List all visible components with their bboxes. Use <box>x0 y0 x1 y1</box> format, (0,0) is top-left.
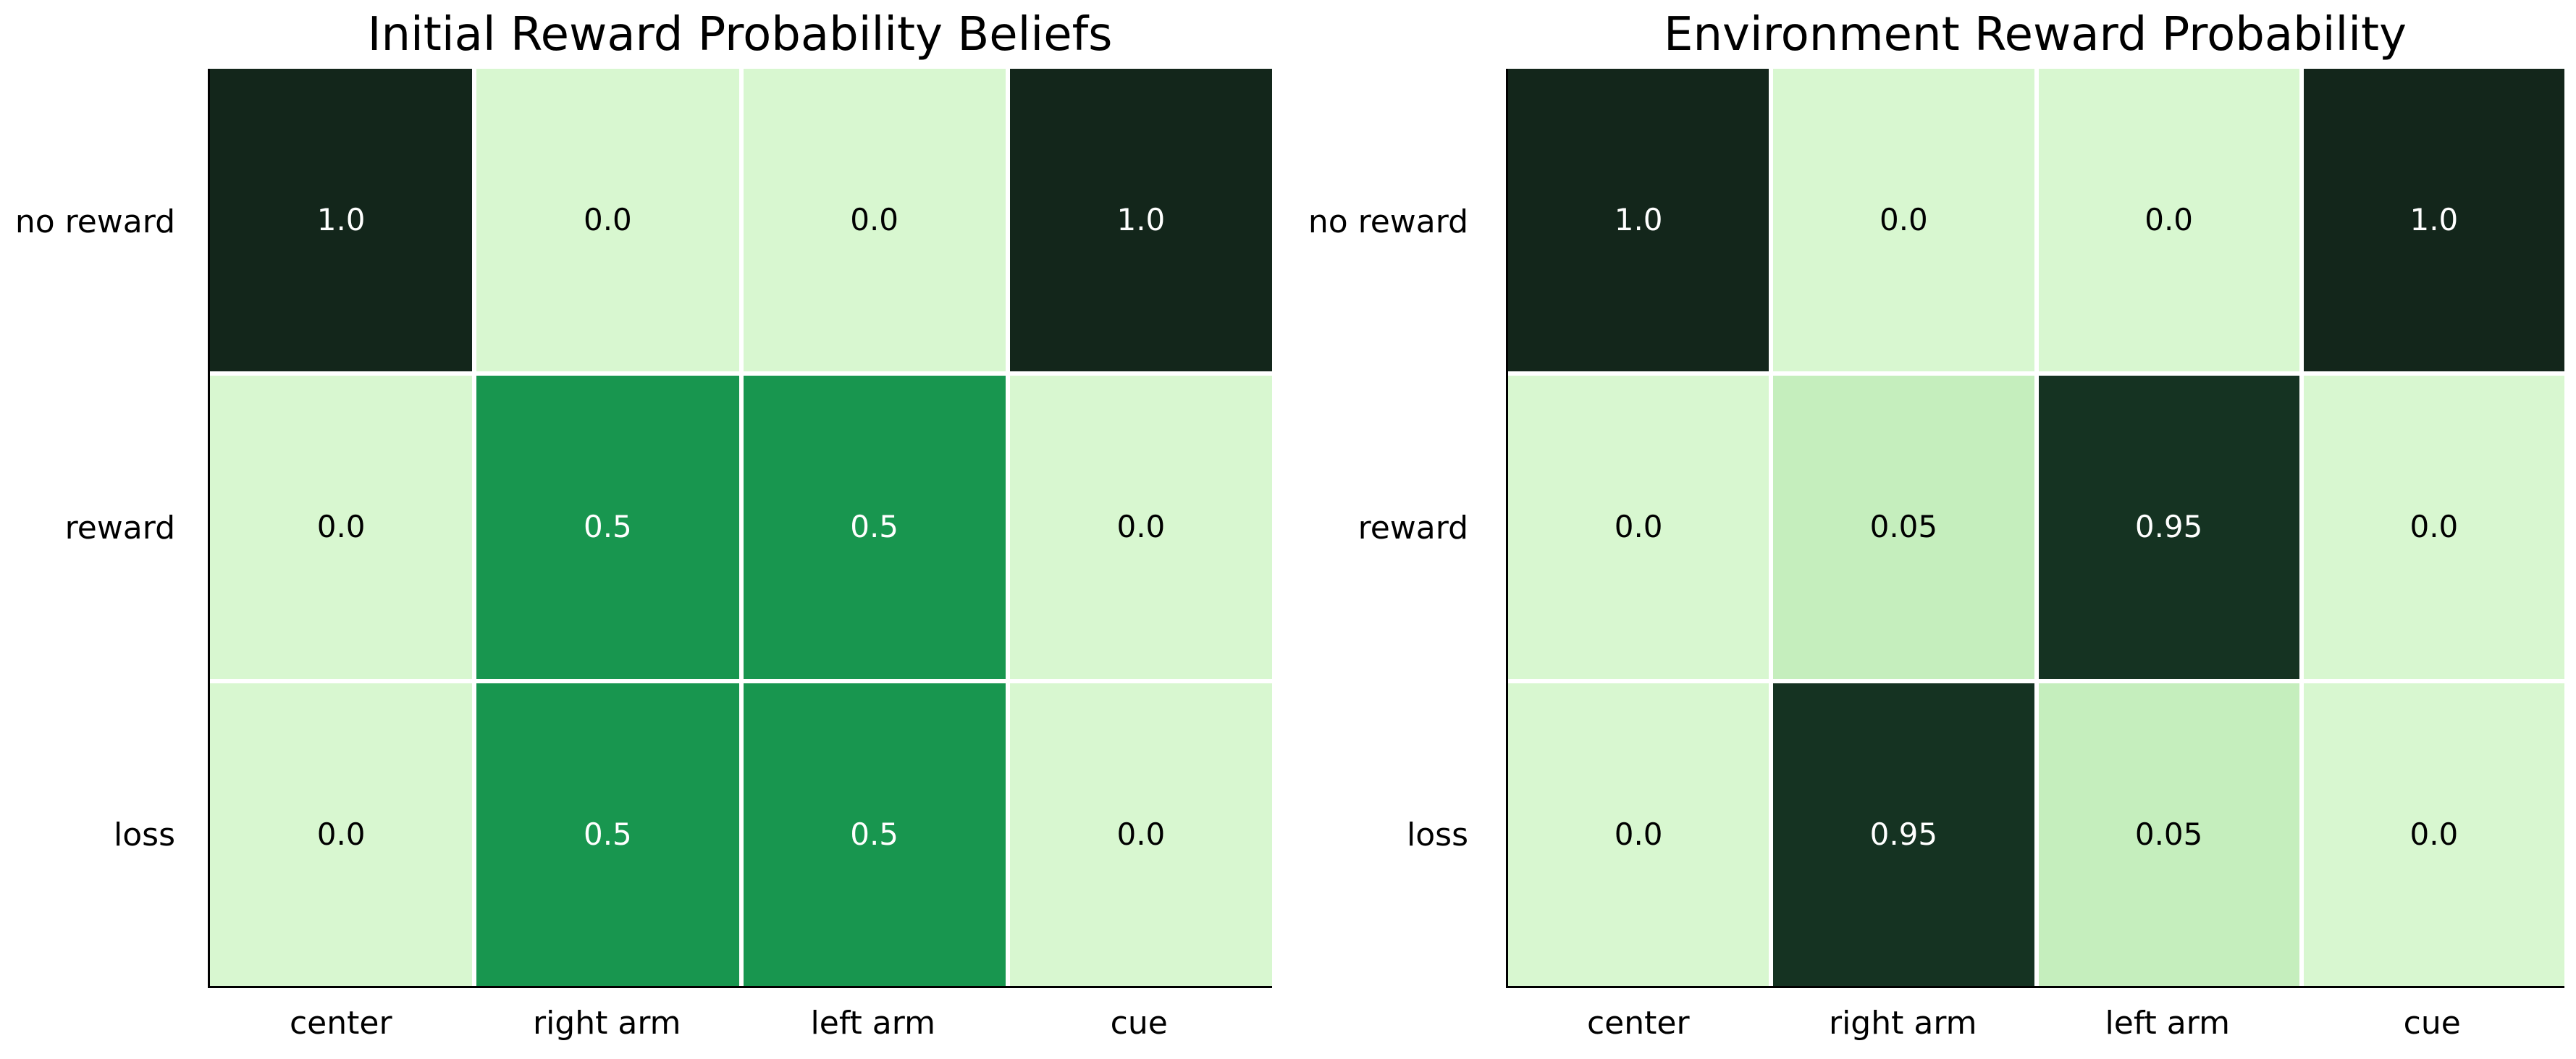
cell-value: 0.0 <box>1614 816 1663 852</box>
heatmap-cell: 0.5 <box>743 683 1006 986</box>
y-tick-label: no reward <box>1308 203 1468 241</box>
cell-value: 0.5 <box>583 509 632 545</box>
y-tick-label: no reward <box>14 203 175 241</box>
cell-value: 1.0 <box>2409 202 2459 238</box>
heatmap-cell: 1.0 <box>210 69 473 372</box>
heatmap-cell: 0.0 <box>2303 376 2564 679</box>
cell-value: 0.0 <box>850 202 899 238</box>
cell-value: 0.5 <box>583 816 632 852</box>
heatmap-cell: 0.95 <box>2038 376 2299 679</box>
heatmap-cell: 0.05 <box>2038 683 2299 986</box>
y-tick-label: loss <box>1407 816 1468 853</box>
heatmap-cell: 0.0 <box>743 69 1006 372</box>
heatmap-cell: 0.0 <box>476 69 739 372</box>
cell-value: 0.0 <box>583 202 632 238</box>
panel-title-right: Environment Reward Probability <box>1664 7 2407 62</box>
heatmap-cell: 0.5 <box>743 376 1006 679</box>
cell-value: 0.0 <box>1116 816 1166 852</box>
heatmap-cell: 1.0 <box>2303 69 2564 372</box>
cell-value: 0.0 <box>2409 509 2459 545</box>
heatmap-cell: 0.0 <box>1508 683 1769 986</box>
cell-value: 0.95 <box>2134 509 2203 545</box>
cell-value: 0.0 <box>1614 509 1663 545</box>
heatmap-cell: 0.0 <box>210 376 473 679</box>
cell-value: 0.0 <box>2144 202 2194 238</box>
heatmap-cell: 0.95 <box>1773 683 2034 986</box>
heatmap-cell: 1.0 <box>1009 69 1272 372</box>
x-tick-label: left arm <box>2105 1005 2230 1042</box>
cell-value: 0.05 <box>1869 509 1938 545</box>
cell-value: 1.0 <box>1614 202 1663 238</box>
cell-value: 0.95 <box>1869 816 1938 852</box>
heatmap-right: 1.0 0.0 0.0 1.0 0.0 0.05 0.95 0.0 0.0 0.95 0.05 0.0 <box>1506 69 2564 988</box>
x-tick-label: right arm <box>532 1005 681 1042</box>
x-axis-labels-left: center right arm left arm cue <box>208 993 1272 1059</box>
x-tick-label: cue <box>2403 1005 2461 1042</box>
y-axis-labels-right: no reward reward loss <box>1274 69 1468 988</box>
cell-value: 0.5 <box>850 816 899 852</box>
heatmap-cell: 0.05 <box>1773 376 2034 679</box>
heatmap-cell: 0.0 <box>1009 683 1272 986</box>
y-axis-labels-left: no reward reward loss <box>0 69 175 988</box>
x-axis-labels-right: center right arm left arm cue <box>1506 993 2564 1059</box>
x-tick-label: center <box>1586 1005 1690 1042</box>
cell-value: 1.0 <box>316 202 366 238</box>
heatmap-cell: 0.0 <box>1508 376 1769 679</box>
cell-value: 0.0 <box>1879 202 1928 238</box>
heatmap-cell: 0.5 <box>476 376 739 679</box>
cell-value: 0.5 <box>850 509 899 545</box>
x-tick-label: left arm <box>810 1005 935 1042</box>
cell-value: 0.0 <box>316 509 366 545</box>
cell-value: 0.0 <box>316 816 366 852</box>
heatmap-cell: 1.0 <box>1508 69 1769 372</box>
cell-value: 0.0 <box>2409 816 2459 852</box>
cell-value: 0.05 <box>2134 816 2203 852</box>
cell-value: 0.0 <box>1116 509 1166 545</box>
heatmap-cell: 0.5 <box>476 683 739 986</box>
y-tick-label: reward <box>64 510 175 547</box>
heatmap-left: 1.0 0.0 0.0 1.0 0.0 0.5 0.5 0.0 0.0 0.5 0.5 0.0 <box>208 69 1272 988</box>
x-tick-label: center <box>289 1005 392 1042</box>
x-tick-label: right arm <box>1828 1005 1977 1042</box>
y-tick-label: loss <box>114 816 175 853</box>
y-tick-label: reward <box>1358 510 1468 547</box>
heatmap-cell: 0.0 <box>210 683 473 986</box>
heatmap-cell: 0.0 <box>2038 69 2299 372</box>
x-tick-label: cue <box>1110 1005 1168 1042</box>
panel-title-left: Initial Reward Probability Beliefs <box>367 7 1113 62</box>
heatmap-cell: 0.0 <box>1009 376 1272 679</box>
cell-value: 1.0 <box>1116 202 1166 238</box>
heatmap-cell: 0.0 <box>1773 69 2034 372</box>
heatmap-cell: 0.0 <box>2303 683 2564 986</box>
